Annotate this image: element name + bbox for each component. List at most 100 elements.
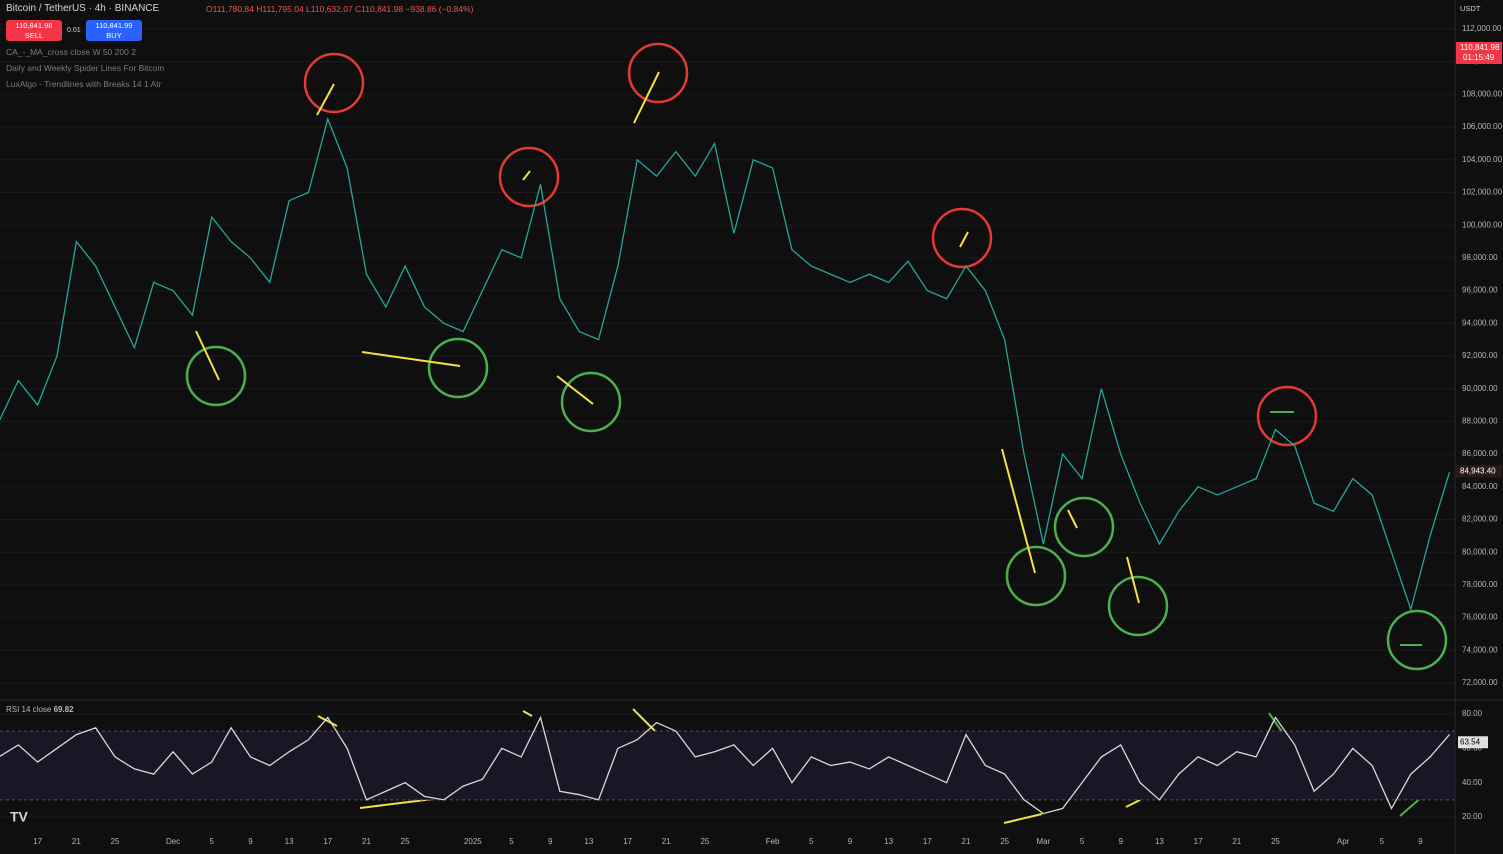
- sell-price: 110,841.98: [15, 21, 53, 30]
- x-tick-label: 5: [210, 837, 215, 846]
- logo: TV: [10, 809, 29, 825]
- trend-line: [633, 71, 660, 124]
- y-tick-label: 106,000.00: [1462, 122, 1503, 131]
- y-tick-label: 88,000.00: [1462, 417, 1498, 426]
- x-tick-label: 5: [509, 837, 514, 846]
- trend-line: [316, 83, 335, 116]
- rsi-line: [522, 710, 533, 717]
- currency[interactable]: USDT: [1460, 4, 1481, 13]
- circle: [185, 345, 247, 407]
- x-tick-label: 21: [662, 837, 671, 846]
- rsi-tag-label: 63.54: [1460, 737, 1481, 746]
- y-tick-label: 76,000.00: [1462, 613, 1498, 622]
- y-tick-label: 78,000.00: [1462, 580, 1498, 589]
- indicator[interactable]: CA_-_MA_cross close W 50 200 2: [6, 47, 136, 57]
- trend-line: [959, 231, 969, 248]
- y-tick-label: 84,000.00: [1462, 482, 1498, 491]
- y-tick-label: 40.00: [1462, 778, 1483, 787]
- y-tick-label: 112,000.00: [1462, 24, 1502, 33]
- x-tick-label: 17: [323, 837, 332, 846]
- symbol[interactable]: Bitcoin / TetherUS · 4h · BINANCE: [6, 3, 160, 14]
- trend-line: [522, 170, 531, 181]
- y-tick-label: 20.00: [1462, 812, 1483, 821]
- circle: [303, 52, 365, 114]
- y-tick-label: 72,000.00: [1462, 678, 1498, 687]
- spread: 0.01: [67, 27, 81, 34]
- x-tick-label: 9: [248, 837, 253, 846]
- rsi-last: 69.82: [53, 705, 74, 714]
- x-tick-label: Mar: [1036, 837, 1050, 846]
- price-line: [0, 116, 1451, 612]
- price-tag: [1456, 41, 1502, 64]
- sell-label: SELL: [24, 31, 44, 40]
- x-tick-label: 5: [809, 837, 814, 846]
- sell-button[interactable]: 110,841.98 SELL: [6, 20, 62, 41]
- buy-label: BUY: [106, 31, 122, 40]
- price-tag-time: 01:15:49: [1463, 53, 1495, 62]
- x-tick-label: 5: [1380, 837, 1385, 846]
- annotations: [185, 42, 1448, 824]
- trend-line: [195, 330, 220, 381]
- x-tick-label: 9: [1418, 837, 1423, 846]
- y-tick-label: 92,000.00: [1462, 351, 1498, 360]
- x-tick-label: 25: [111, 837, 120, 846]
- y-tick-label: 90,000.00: [1462, 384, 1498, 393]
- rsi-title: RSI 14 close 69.82: [6, 705, 74, 714]
- x-tick-label: Dec: [166, 837, 180, 846]
- y-tick-label: 100,000.00: [1462, 220, 1503, 229]
- x-tick-label: 9: [848, 837, 853, 846]
- x-tick-label: 17: [33, 837, 42, 846]
- y-tick-label: 102,000.00: [1462, 188, 1503, 197]
- circle: [1107, 575, 1169, 637]
- x-tick-label: 13: [285, 837, 294, 846]
- circle: [931, 207, 993, 269]
- price-tag-label: 84,943.40: [1460, 466, 1496, 475]
- buy-price: 110,841.99: [95, 21, 133, 30]
- price-tag-label: 110,841.98: [1460, 43, 1500, 52]
- x-tick-label: 17: [923, 837, 932, 846]
- trend-line: [1001, 448, 1036, 574]
- circle: [560, 371, 622, 433]
- x-tick-label: 21: [362, 837, 371, 846]
- y-tick-label: 94,000.00: [1462, 318, 1498, 327]
- x-tick-label: 9: [548, 837, 553, 846]
- indicator[interactable]: LuxAlgo - Trendlines with Breaks 14 1 At…: [6, 79, 162, 89]
- x-tick-label: 21: [962, 837, 971, 846]
- rsi-line: [317, 715, 338, 727]
- ohlc: O111,780.84 H111,795.04 L110,632.07 C110…: [206, 4, 474, 14]
- x-tick-label: 17: [1194, 837, 1203, 846]
- x-tick-label: 9: [1118, 837, 1123, 846]
- x-tick-label: 17: [623, 837, 632, 846]
- buy-button[interactable]: 110,841.99 BUY: [86, 20, 142, 41]
- y-tick-label: 108,000.00: [1462, 90, 1503, 99]
- y-tick-label: 98,000.00: [1462, 253, 1498, 262]
- circle: [1053, 496, 1115, 558]
- rsi-line: [1003, 813, 1043, 824]
- circle: [1005, 545, 1067, 607]
- indicator[interactable]: Daily and Weekly Spider Lines For Bitcoi…: [6, 63, 165, 73]
- x-tick-label: 21: [1232, 837, 1241, 846]
- x-tick-label: 25: [1271, 837, 1280, 846]
- trend-line: [361, 351, 461, 367]
- trend-line: [556, 375, 594, 405]
- x-tick-label: 13: [1155, 837, 1164, 846]
- y-tick-label: 80,000.00: [1462, 547, 1498, 556]
- circle: [1386, 609, 1448, 671]
- rsi-line: [1125, 799, 1141, 808]
- trend-line: [1126, 556, 1140, 604]
- rsi-tag: [1458, 736, 1488, 749]
- y-tick-label: 82,000.00: [1462, 515, 1498, 524]
- trend-line: [1067, 509, 1078, 529]
- x-tick-label: 2025: [464, 837, 482, 846]
- price-line: [0, 715, 1450, 815]
- y-tick-label: 86,000.00: [1462, 449, 1498, 458]
- rsi-name: RSI 14 close: [6, 705, 52, 714]
- rsi-band: [0, 731, 1455, 800]
- x-tick-label: Feb: [766, 837, 780, 846]
- x-tick-label: 13: [584, 837, 593, 846]
- x-tick-label: 25: [401, 837, 410, 846]
- y-tick-label: 74,000.00: [1462, 645, 1498, 654]
- circle: [627, 42, 689, 104]
